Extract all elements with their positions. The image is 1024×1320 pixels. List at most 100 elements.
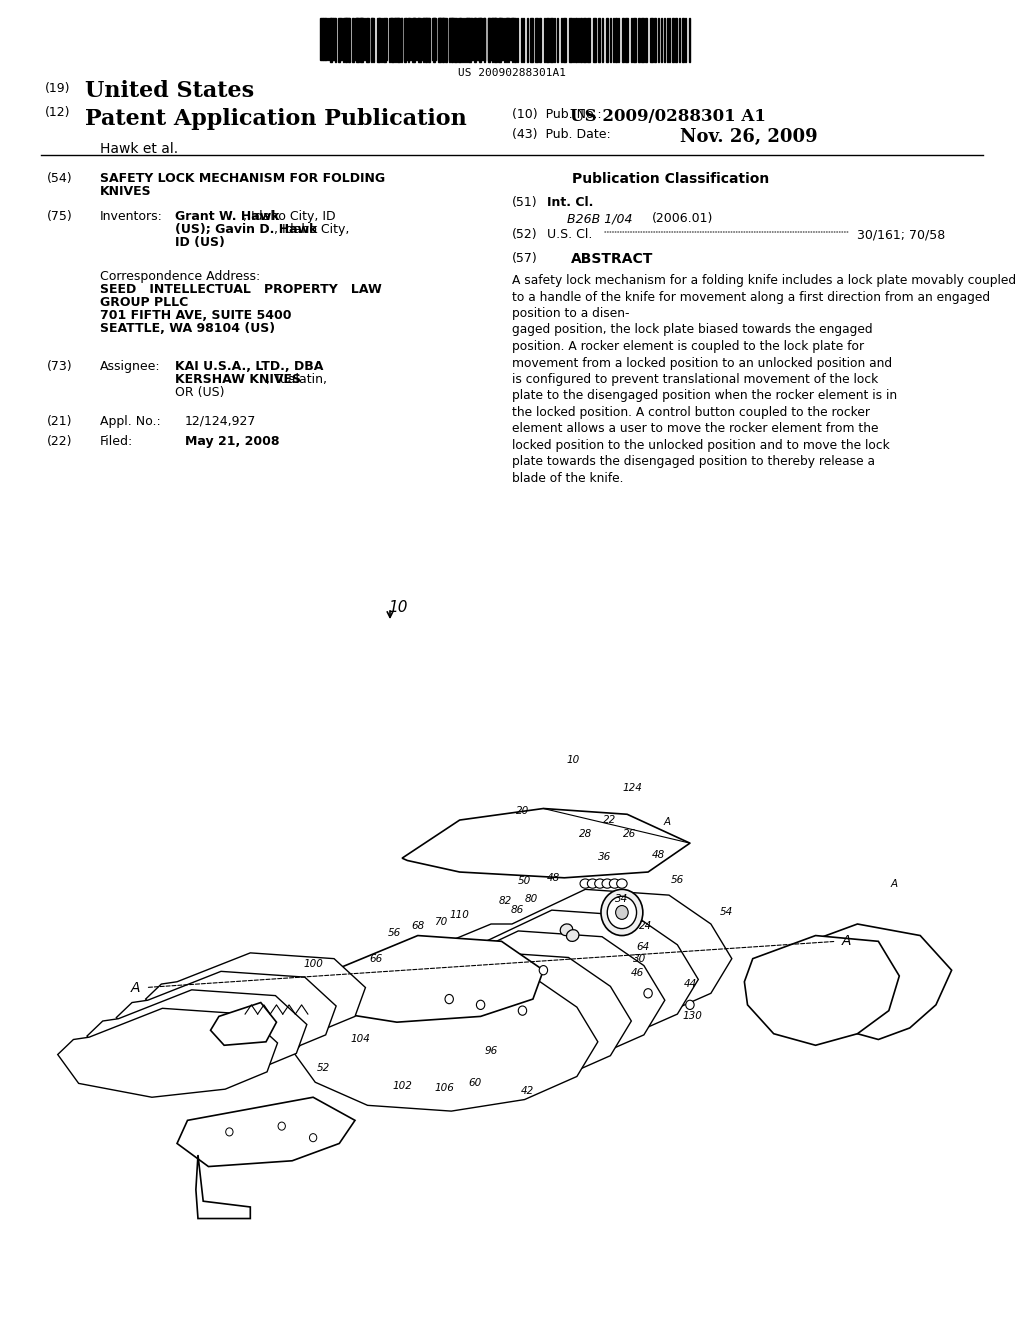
Bar [424, 18, 427, 59]
Bar [478, 18, 481, 59]
Bar [330, 18, 332, 62]
Polygon shape [395, 911, 698, 1048]
Text: Assignee:: Assignee: [100, 360, 161, 374]
Bar [514, 18, 516, 62]
Text: Filed:: Filed: [100, 436, 133, 447]
Bar [451, 18, 453, 62]
Bar [344, 18, 347, 59]
Text: 26: 26 [623, 829, 636, 840]
Bar [499, 18, 502, 59]
Text: , Tualatin,: , Tualatin, [266, 374, 327, 385]
Ellipse shape [225, 1127, 233, 1137]
Bar [510, 18, 513, 59]
Text: SEATTLE, WA 98104 (US): SEATTLE, WA 98104 (US) [100, 322, 275, 335]
Bar [412, 18, 415, 62]
Text: 20: 20 [516, 805, 529, 816]
Ellipse shape [566, 929, 579, 941]
Bar [432, 18, 435, 59]
Bar [654, 18, 656, 62]
Bar [580, 18, 582, 62]
Bar [377, 18, 380, 62]
Bar [454, 18, 457, 62]
Bar [355, 18, 358, 59]
Text: Grant W. Hawk: Grant W. Hawk [175, 210, 280, 223]
Text: 30/161; 70/58: 30/161; 70/58 [857, 228, 945, 242]
Text: US 2009/0288301 A1: US 2009/0288301 A1 [570, 108, 766, 125]
Polygon shape [117, 972, 336, 1060]
Ellipse shape [540, 965, 548, 974]
Text: GROUP PLLC: GROUP PLLC [100, 296, 188, 309]
Text: 80: 80 [524, 894, 538, 904]
Text: 64: 64 [636, 942, 649, 952]
Text: 100: 100 [303, 960, 323, 969]
Text: May 21, 2008: May 21, 2008 [185, 436, 280, 447]
Ellipse shape [560, 924, 572, 936]
Text: (10)  Pub. No.:: (10) Pub. No.: [512, 108, 609, 121]
Bar [352, 18, 354, 62]
Text: 124: 124 [623, 783, 642, 793]
Text: (51): (51) [512, 195, 538, 209]
Text: ABSTRACT: ABSTRACT [570, 252, 653, 267]
Text: 44: 44 [683, 979, 696, 989]
Bar [471, 18, 473, 59]
Bar [422, 18, 424, 59]
Text: KNIVES: KNIVES [100, 185, 152, 198]
Bar [483, 18, 485, 59]
Polygon shape [87, 990, 307, 1078]
Bar [615, 18, 617, 62]
Bar [361, 18, 362, 59]
Bar [494, 18, 497, 62]
Bar [593, 18, 596, 62]
Ellipse shape [644, 989, 652, 998]
Bar [488, 18, 490, 62]
Text: B26B 1/04: B26B 1/04 [567, 213, 633, 224]
Bar [638, 18, 640, 62]
Text: US 20090288301A1: US 20090288301A1 [458, 69, 566, 78]
Bar [319, 18, 323, 59]
Text: 12/124,927: 12/124,927 [185, 414, 256, 428]
Text: 86: 86 [511, 906, 524, 915]
Bar [641, 18, 644, 62]
Text: A: A [842, 935, 851, 948]
Bar [498, 18, 501, 62]
Text: Patent Application Publication: Patent Application Publication [85, 108, 467, 129]
Polygon shape [328, 952, 632, 1090]
Bar [598, 18, 600, 62]
Bar [474, 18, 476, 59]
Ellipse shape [279, 1122, 286, 1130]
Text: 110: 110 [450, 909, 470, 920]
Bar [493, 18, 495, 59]
Bar [650, 18, 653, 62]
Text: 56: 56 [388, 928, 401, 939]
Bar [428, 18, 430, 62]
Bar [408, 18, 411, 59]
Bar [675, 18, 677, 62]
Bar [535, 18, 538, 62]
Text: 24: 24 [639, 921, 652, 932]
Bar [575, 18, 577, 62]
Text: (43)  Pub. Date:: (43) Pub. Date: [512, 143, 610, 154]
Text: ID (US): ID (US) [175, 236, 225, 249]
Text: United States: United States [85, 81, 254, 102]
Bar [397, 18, 400, 62]
Bar [323, 18, 325, 59]
Text: (52): (52) [512, 228, 538, 242]
Text: 82: 82 [499, 896, 512, 906]
Text: 34: 34 [615, 894, 629, 904]
Text: U.S. Cl.: U.S. Cl. [547, 228, 592, 242]
Bar [395, 18, 397, 59]
Bar [338, 18, 340, 62]
Bar [530, 18, 534, 62]
Ellipse shape [616, 879, 627, 888]
Text: 36: 36 [597, 851, 610, 862]
Bar [583, 18, 586, 62]
Ellipse shape [518, 1006, 526, 1015]
Bar [427, 18, 429, 59]
Text: 66: 66 [370, 953, 383, 964]
Bar [348, 18, 350, 62]
Text: (54): (54) [47, 172, 73, 185]
Bar [622, 18, 624, 62]
Bar [418, 18, 421, 62]
Bar [451, 18, 454, 59]
Ellipse shape [580, 879, 591, 888]
